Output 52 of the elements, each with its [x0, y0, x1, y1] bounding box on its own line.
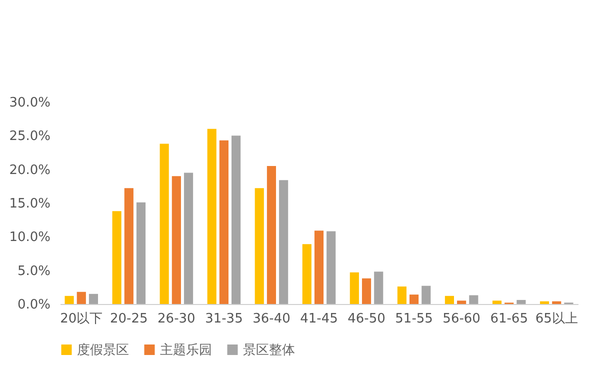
y-tick-label: 15.0%: [9, 196, 50, 212]
bar: [219, 140, 228, 304]
bar: [88, 294, 98, 304]
x-tick-label: 46-50: [348, 312, 386, 326]
bar: [350, 272, 359, 304]
y-tick-label: 20.0%: [9, 162, 50, 178]
bar: [184, 172, 194, 304]
bar: [112, 211, 122, 304]
y-tick-label: 5.0%: [17, 264, 50, 279]
bar: [314, 230, 324, 304]
bar: [76, 292, 86, 304]
bar: [492, 300, 502, 304]
x-tick-label: 65以上: [535, 312, 578, 326]
bar: [232, 136, 241, 304]
x-tick-label: 56-60: [442, 312, 480, 326]
x-tick-label: 31-35: [205, 312, 243, 326]
bar: [552, 301, 562, 304]
bar: [279, 180, 288, 304]
x-tick-label: 26-30: [158, 312, 196, 326]
y-tick-label: 0.0%: [17, 298, 50, 312]
bar: [207, 128, 216, 304]
legend-label: 度假景区: [77, 342, 129, 358]
bar: [397, 286, 406, 304]
bar: [326, 231, 336, 304]
legend-label: 景区整体: [243, 342, 295, 358]
bar: [374, 272, 384, 304]
bar: [266, 166, 276, 304]
bar: [540, 301, 550, 304]
bar: [516, 300, 526, 304]
x-tick-label: 20-25: [110, 312, 148, 326]
bar: [410, 294, 419, 304]
x-tick-label: 36-40: [252, 312, 290, 326]
bar: [172, 176, 181, 304]
y-tick-label: 25.0%: [9, 129, 50, 144]
bar: [457, 300, 466, 304]
bar: [362, 278, 372, 304]
x-tick-label: 51-55: [395, 312, 433, 326]
bar: [64, 296, 74, 304]
bar: [444, 296, 454, 304]
bar: [254, 188, 264, 304]
bar: [124, 188, 134, 304]
y-tick-label: 10.0%: [9, 230, 50, 246]
bar: [136, 202, 146, 304]
bar: [422, 286, 431, 304]
y-tick-label: 30.0%: [9, 96, 50, 110]
x-tick-label: 61-65: [490, 312, 528, 326]
x-tick-label: 20以下: [60, 312, 103, 326]
bar: [469, 295, 478, 304]
bar: [302, 244, 312, 304]
bar: [160, 144, 169, 304]
x-tick-label: 41-45: [300, 312, 338, 326]
legend-label: 主题乐园: [160, 342, 212, 358]
